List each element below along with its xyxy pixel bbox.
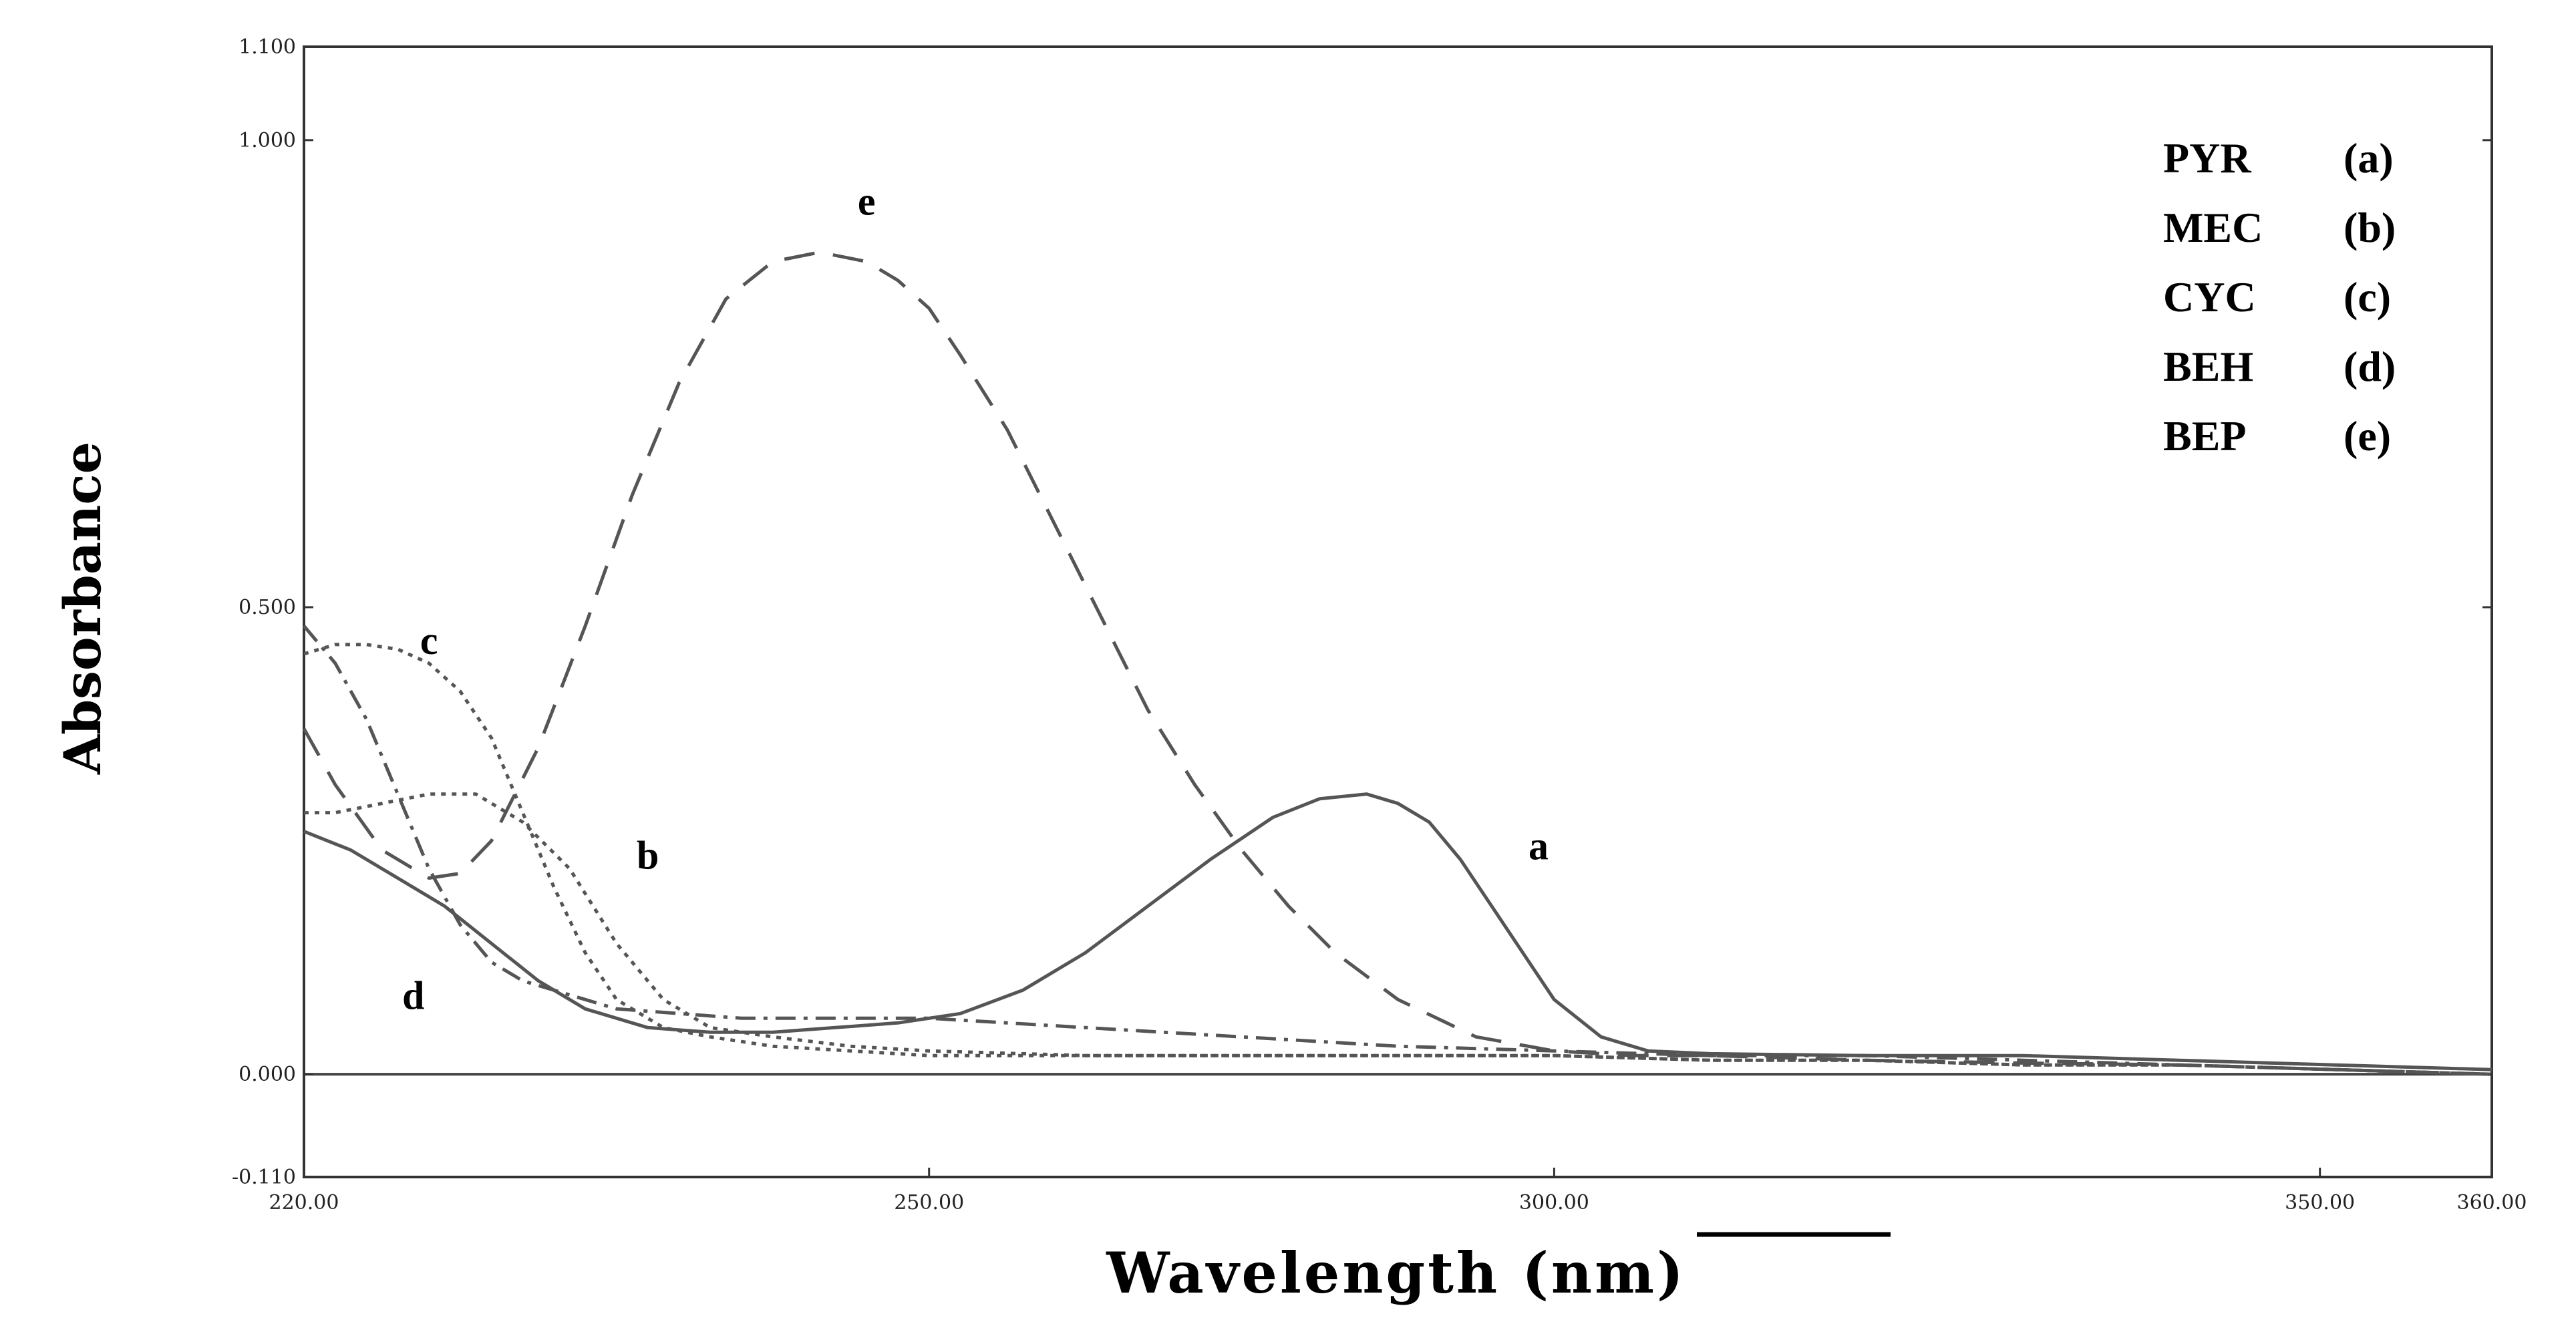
x-tick-label: 220.00 xyxy=(269,1191,339,1214)
y-tick-label: 1.000 xyxy=(238,129,296,152)
series-line-mec xyxy=(304,792,2492,1076)
x-tick-label: 350.00 xyxy=(2285,1191,2355,1214)
plot-frame xyxy=(303,45,2493,1178)
legend-key-pyr: (a) xyxy=(2344,134,2394,182)
curve-label-d: d xyxy=(402,973,424,1017)
legend-name-beh: BEH xyxy=(2163,343,2253,390)
legend-key-cyc: (c) xyxy=(2344,273,2391,321)
x-tick-label: 250.00 xyxy=(894,1191,964,1214)
legend-key-mec: (b) xyxy=(2344,204,2396,251)
legend-key-bep: (e) xyxy=(2344,412,2391,460)
legend-name-pyr: PYR xyxy=(2163,134,2251,182)
curve-label-c: c xyxy=(420,619,438,663)
series-line-cyc xyxy=(303,643,2492,1076)
y-axis-title: Absorbance xyxy=(53,442,112,775)
series-line-pyr xyxy=(303,792,2492,1071)
y-tick-label: -0.110 xyxy=(232,1166,296,1189)
legend-name-cyc: CYC xyxy=(2163,273,2256,321)
series-line-beh xyxy=(303,625,2492,1076)
y-tick-label: 0.500 xyxy=(238,596,296,619)
legend-name-mec: MEC xyxy=(2163,204,2263,251)
y-tick-label: 0.000 xyxy=(238,1063,296,1086)
curve-label-a: a xyxy=(1528,824,1549,868)
legend-name-bep: BEP xyxy=(2163,412,2246,460)
x-tick-label: 360.00 xyxy=(2457,1191,2527,1214)
curve-label-e: e xyxy=(858,180,876,224)
y-tick-label: 1.100 xyxy=(238,35,296,59)
series-line-bep xyxy=(302,251,2492,1076)
x-tick-label: 300.00 xyxy=(1519,1191,1589,1214)
curve-label-b: b xyxy=(637,834,659,878)
legend-key-beh: (d) xyxy=(2344,343,2396,390)
x-axis-title: Wavelength (nm) xyxy=(1106,1240,1685,1306)
